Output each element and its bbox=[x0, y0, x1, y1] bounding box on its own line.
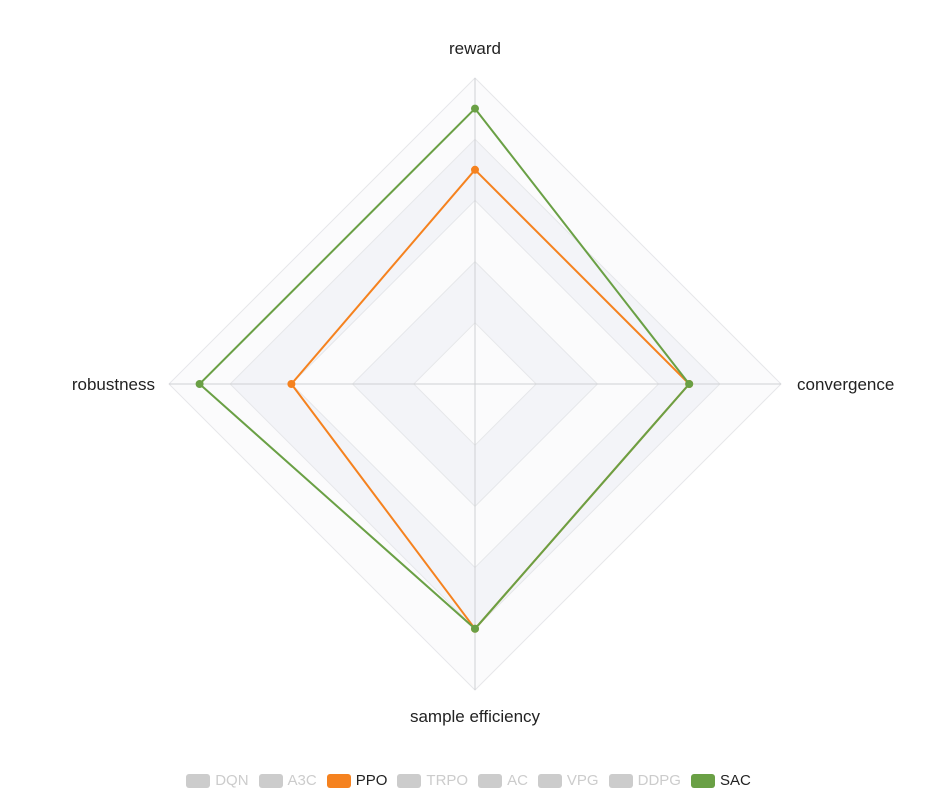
legend-swatch-DDPG bbox=[608, 773, 633, 788]
legend-item-VPG[interactable]: VPG bbox=[537, 772, 599, 789]
legend-item-PPO[interactable]: PPO bbox=[326, 772, 388, 789]
legend-item-SAC[interactable]: SAC bbox=[690, 772, 751, 789]
legend-label-AC: AC bbox=[507, 772, 528, 789]
legend-label-DDPG: DDPG bbox=[637, 772, 681, 789]
legend-item-A3C[interactable]: A3C bbox=[258, 772, 317, 789]
legend-item-DQN[interactable]: DQN bbox=[186, 772, 249, 789]
data-point-PPO-reward[interactable] bbox=[471, 165, 479, 174]
legend-swatch-TRPO bbox=[397, 773, 422, 788]
legend-item-TRPO[interactable]: TRPO bbox=[397, 772, 468, 789]
legend-swatch-A3C bbox=[258, 773, 283, 788]
data-point-SAC-robustness[interactable] bbox=[195, 380, 204, 388]
legend-item-AC[interactable]: AC bbox=[478, 772, 528, 789]
data-point-SAC-sample-efficiency[interactable] bbox=[471, 624, 479, 633]
legend-item-DDPG[interactable]: DDPG bbox=[608, 772, 681, 789]
legend-swatch-VPG bbox=[537, 773, 562, 788]
legend-label-DQN: DQN bbox=[215, 772, 249, 789]
data-point-SAC-convergence[interactable] bbox=[685, 380, 694, 388]
axis-label-convergence: convergence bbox=[797, 375, 894, 394]
chart-legend: DQN A3C PPO TRPO AC VPG DDPG SAC bbox=[0, 772, 937, 789]
radar-axis-labels: reward convergence sample efficiency robust… bbox=[72, 39, 895, 726]
radar-series bbox=[195, 104, 694, 633]
legend-label-SAC: SAC bbox=[719, 772, 751, 789]
legend-label-PPO: PPO bbox=[355, 772, 388, 789]
legend-swatch-AC bbox=[478, 773, 503, 788]
legend-label-TRPO: TRPO bbox=[426, 772, 469, 789]
legend-label-VPG: VPG bbox=[566, 772, 599, 789]
legend-swatch-SAC bbox=[690, 773, 715, 788]
axis-label-reward: reward bbox=[449, 39, 501, 58]
axis-label-sample-efficiency: sample efficiency bbox=[410, 707, 541, 726]
data-point-SAC-reward[interactable] bbox=[471, 104, 479, 113]
radar-axes bbox=[169, 78, 781, 690]
data-point-PPO-robustness[interactable] bbox=[287, 380, 296, 388]
legend-swatch-DQN bbox=[186, 773, 211, 788]
radar-plot-area: reward convergence sample efficiency robust… bbox=[72, 39, 895, 726]
legend-label-A3C: A3C bbox=[287, 772, 317, 789]
axis-label-robustness: robustness bbox=[72, 375, 155, 394]
legend-swatch-PPO bbox=[326, 773, 351, 788]
